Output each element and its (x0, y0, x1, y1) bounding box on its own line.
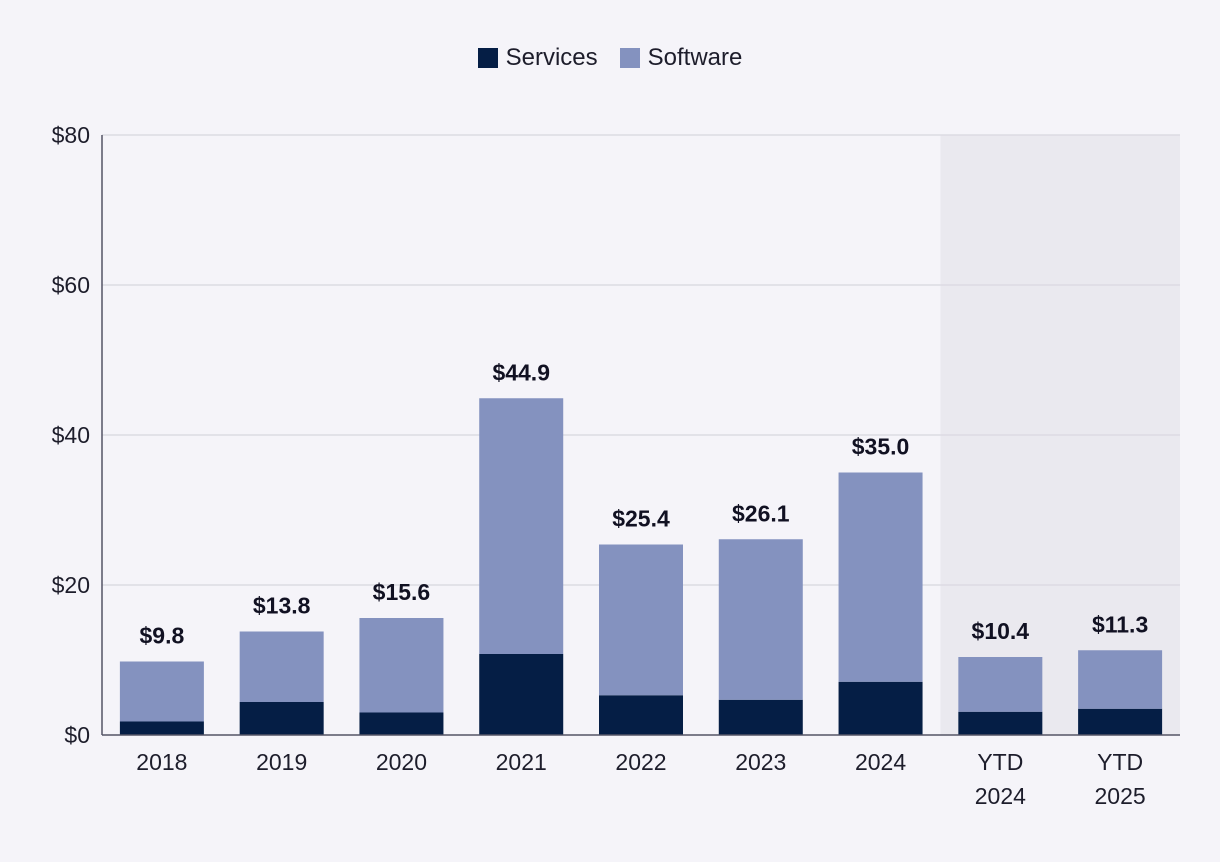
bar-software (119, 661, 204, 722)
bar-services (958, 711, 1043, 735)
bar-software (479, 398, 564, 654)
y-tick-label: $80 (52, 122, 90, 148)
bar-services (838, 681, 923, 735)
bar-software (838, 472, 923, 682)
bar-software (1078, 650, 1163, 709)
x-tick-label: 2020 (376, 749, 427, 775)
bar-services (1078, 708, 1163, 735)
bar-services (239, 702, 324, 735)
legend-item-software: Software (619, 44, 743, 72)
y-tick-label: $40 (52, 422, 90, 448)
x-tick-label: 2023 (735, 749, 786, 775)
data-label-total: $9.8 (140, 623, 185, 649)
data-label-total: $26.1 (732, 500, 790, 526)
x-tick-label: 2021 (496, 749, 547, 775)
bar-software (599, 544, 683, 696)
data-label-total: $25.4 (612, 506, 670, 532)
x-tick-label: 2024 (975, 783, 1026, 809)
bar-services (359, 712, 444, 735)
bar-services (479, 654, 564, 735)
x-tick-label: YTD (1097, 749, 1143, 775)
data-label-total: $11.3 (1092, 611, 1148, 637)
bar-software (958, 657, 1043, 712)
x-tick-label: 2024 (855, 749, 906, 775)
bar-services (718, 699, 803, 735)
data-label-total: $10.4 (972, 618, 1030, 644)
bar-software (359, 618, 444, 713)
legend-label-software: Software (647, 44, 743, 71)
data-label-total: $15.6 (373, 579, 431, 605)
y-tick-label: $60 (52, 272, 90, 298)
legend-swatch-software (619, 48, 640, 68)
legend-swatch-services (477, 48, 498, 68)
x-tick-label: 2018 (136, 749, 187, 775)
bar-services (119, 721, 204, 735)
x-tick-label: 2025 (1095, 783, 1146, 809)
data-label-total: $44.9 (492, 359, 550, 385)
x-tick-label: 2022 (615, 749, 666, 775)
data-label-total: $13.8 (253, 593, 311, 619)
x-tick-label: YTD (977, 749, 1023, 775)
y-tick-label: $0 (64, 722, 90, 748)
bar-software (239, 631, 324, 702)
legend: Services Software (0, 44, 1220, 72)
y-tick-label: $20 (52, 572, 90, 598)
bar-services (599, 695, 683, 735)
legend-item-services: Services (477, 44, 598, 72)
bar-software (718, 539, 803, 700)
legend-label-services: Services (505, 44, 598, 71)
x-tick-label: 2019 (256, 749, 307, 775)
data-label-total: $35.0 (852, 434, 910, 460)
